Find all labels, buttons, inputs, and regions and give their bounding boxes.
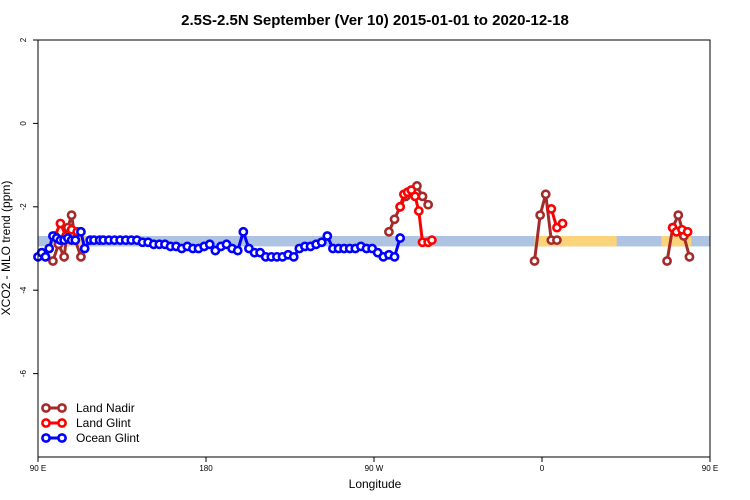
data-point — [395, 201, 406, 212]
legend-marker — [57, 433, 67, 443]
data-point — [204, 239, 215, 250]
data-point — [59, 251, 70, 262]
y-tick-label: -2 — [19, 203, 28, 211]
chart-title: 2.5S-2.5N September (Ver 10) 2015-01-01 … — [181, 12, 569, 29]
x-tick-label: 0 — [540, 464, 545, 473]
data-point — [426, 235, 437, 246]
legend-marker — [41, 403, 51, 413]
data-point — [288, 251, 299, 262]
data-point — [552, 235, 562, 246]
data-point — [66, 210, 77, 221]
x-tick-label: 90 E — [30, 464, 46, 473]
band-land — [534, 235, 617, 247]
data-point — [529, 256, 540, 266]
series-ocean-glint — [33, 226, 406, 262]
legend-marker — [41, 433, 51, 443]
data-point — [48, 256, 58, 266]
data-point — [389, 214, 400, 225]
legend-label: Land Glint — [76, 416, 131, 430]
data-point — [79, 243, 90, 254]
data-point — [395, 233, 406, 243]
legend-entry: Land Nadir — [41, 401, 135, 415]
data-point — [662, 256, 672, 266]
data-point — [238, 226, 249, 237]
x-axis-label: Longitude — [349, 477, 402, 491]
series-land-glint — [49, 185, 693, 248]
data-point — [673, 210, 684, 221]
data-point — [76, 226, 86, 237]
data-point — [682, 226, 693, 237]
legend-marker — [57, 418, 67, 428]
y-axis-label: XCO2 - MLO trend (ppm) — [0, 181, 13, 316]
data-point — [557, 218, 568, 229]
data-point — [413, 206, 424, 216]
y-tick-label: 2 — [19, 37, 28, 42]
y-tick-label: 0 — [19, 121, 28, 126]
data-point — [232, 245, 243, 256]
data-point — [316, 237, 327, 248]
x-tick-label: 90 W — [365, 464, 384, 473]
data-point — [76, 251, 86, 262]
legend-entry: Ocean Glint — [41, 431, 140, 445]
axes: 90 E 180 90 W 0 90 E 2 0 -2 -4 -6 — [19, 37, 718, 473]
y-tick-label: -4 — [19, 286, 28, 294]
legend-label: Ocean Glint — [76, 431, 140, 445]
y-tick-label: -6 — [19, 369, 28, 377]
legend-marker — [41, 418, 51, 428]
x-tick-label: 90 E — [702, 464, 718, 473]
data-point — [44, 243, 55, 254]
data-point — [410, 191, 420, 202]
legend-marker — [57, 403, 67, 413]
x-tick-label: 180 — [199, 464, 213, 473]
data-point — [535, 210, 546, 221]
data-point — [322, 231, 333, 241]
band-land — [661, 235, 692, 247]
band-ocean — [38, 235, 710, 247]
data-point — [546, 203, 557, 214]
data-point — [384, 226, 394, 237]
series-layer — [33, 181, 695, 266]
data-point — [423, 199, 434, 210]
legend-entry: Land Glint — [41, 416, 131, 430]
data-point — [389, 251, 400, 262]
data-point — [684, 251, 695, 262]
data-point — [55, 218, 66, 229]
data-point — [540, 189, 551, 200]
data-point — [40, 251, 51, 262]
legend-label: Land Nadir — [76, 401, 135, 415]
data-point — [417, 191, 428, 202]
data-point — [70, 235, 81, 246]
